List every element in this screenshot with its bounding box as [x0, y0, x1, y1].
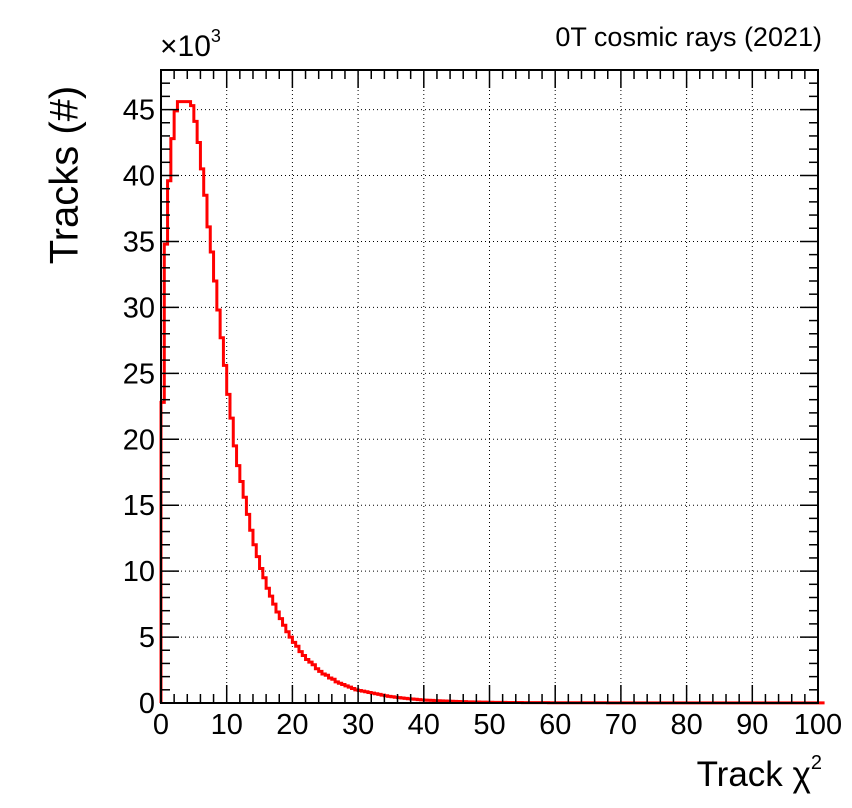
x-axis-label-text: Track χ	[696, 755, 811, 794]
x-tick-label: 80	[670, 709, 702, 741]
x-tick-label: 20	[276, 709, 308, 741]
x-tick-label: 40	[408, 709, 440, 741]
y-multiplier-base: ×10	[160, 30, 211, 63]
data-series	[159, 100, 825, 705]
y-tick-label: 5	[139, 622, 155, 654]
y-tick-label: 15	[123, 490, 155, 522]
x-tick-label: 70	[605, 709, 637, 741]
y-axis-multiplier: ×103	[160, 26, 221, 64]
x-tick-label: 0	[153, 709, 169, 741]
grid	[161, 70, 818, 703]
x-tick-label: 30	[342, 709, 374, 741]
y-tick-label: 30	[123, 292, 155, 324]
y-tick-label: 10	[123, 556, 155, 588]
x-axis-label-superscript: 2	[810, 752, 822, 774]
tick-labels: 0 10 20 30 40 50 60 70 80 90 100 0 5 10 15 20 25 30 35 40 45	[123, 95, 842, 741]
y-axis-label: Tracks (#)	[42, 85, 87, 265]
chart-title: 0T cosmic rays (2021)	[555, 22, 822, 52]
x-tick-label: 50	[473, 709, 505, 741]
histogram-line	[159, 100, 825, 705]
y-tick-label: 40	[123, 161, 155, 193]
x-tick-label: 10	[211, 709, 243, 741]
x-axis-label: Track χ2	[697, 752, 822, 795]
y-tick-label: 25	[123, 358, 155, 390]
y-tick-label: 45	[123, 95, 155, 127]
y-tick-label: 35	[123, 226, 155, 258]
y-tick-label: 20	[123, 424, 155, 456]
x-tick-label: 100	[794, 709, 842, 741]
y-tick-label: 0	[139, 688, 155, 720]
axis-ticks	[160, 69, 819, 704]
x-tick-label: 60	[539, 709, 571, 741]
x-tick-label: 90	[736, 709, 768, 741]
y-multiplier-exponent: 3	[210, 26, 221, 46]
